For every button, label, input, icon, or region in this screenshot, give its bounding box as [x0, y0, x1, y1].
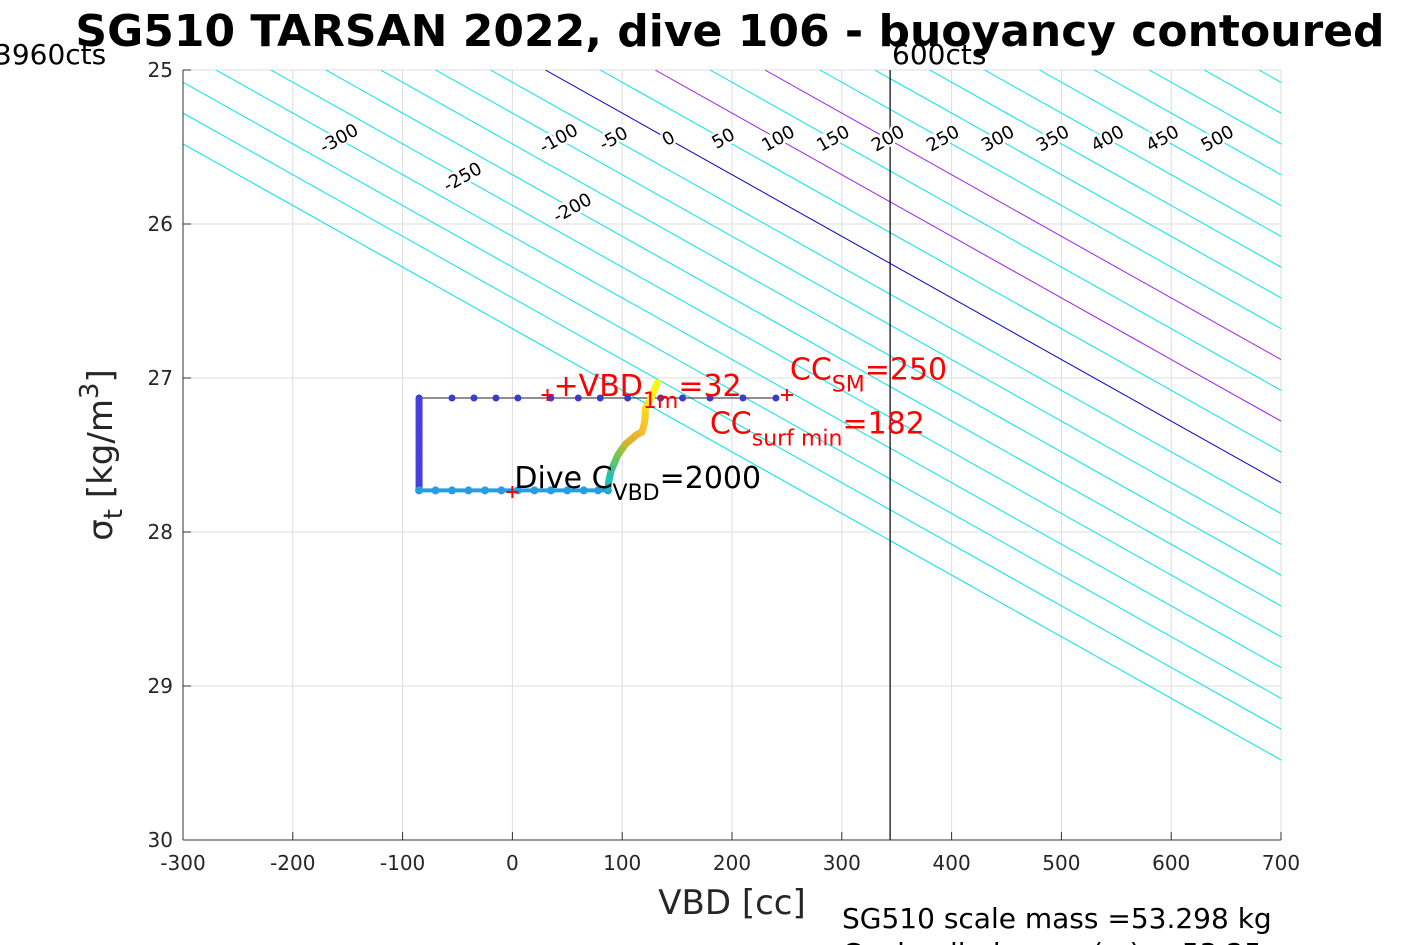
ascent-point: [448, 394, 456, 402]
y-tick-label: 28: [148, 520, 173, 544]
bottom-point: [415, 486, 424, 495]
x-tick-label: 400: [933, 851, 971, 875]
contour-line: [215, 70, 1281, 669]
annotation: +VBD1m=32: [554, 369, 742, 414]
contour-line: [435, 70, 1281, 545]
descent-point: [415, 454, 423, 462]
x-tick-label: -100: [380, 851, 425, 875]
annotation: CCsurf min=182: [710, 407, 925, 452]
contour-line: [764, 70, 1281, 361]
marker-plus: [541, 388, 554, 401]
marker-plus: [506, 485, 519, 498]
contour-line: [1039, 70, 1281, 207]
edge-label-right: 600cts: [892, 38, 986, 71]
y-tick-label: 25: [148, 58, 173, 82]
bottom-point: [530, 486, 539, 495]
descent-point: [415, 479, 423, 487]
ascent-point: [547, 394, 555, 402]
bottom-point: [448, 486, 457, 495]
bottom-point: [464, 486, 473, 495]
descent-point: [415, 417, 423, 425]
ascent-point: [679, 394, 687, 402]
descent-point: [415, 429, 423, 437]
contour-line: [984, 70, 1281, 237]
ascent-point: [492, 394, 500, 402]
ascent-point: [657, 394, 665, 402]
contour-line: [654, 70, 1281, 422]
ascent-point: [574, 394, 582, 402]
bottom-point: [480, 486, 489, 495]
x-tick-label: -300: [160, 851, 205, 875]
x-tick-label: 600: [1152, 851, 1190, 875]
annotation: Dive CVBD=2000: [514, 461, 761, 506]
contour-line: [380, 70, 1281, 576]
bottom-point: [594, 486, 603, 495]
footer-line-2: C... implied mass (...) = 53.25...: [842, 937, 1289, 945]
y-tick-label: 27: [148, 366, 173, 390]
x-axis-label: VBD [cc]: [658, 883, 806, 923]
descent-point: [415, 396, 423, 404]
x-tick-label: -200: [270, 851, 315, 875]
contour-line: [325, 70, 1281, 607]
contour-line: [929, 70, 1281, 268]
descent-point: [415, 466, 423, 474]
ascent-point: [470, 394, 478, 402]
marker-plus: [780, 388, 793, 401]
contour-line: [183, 81, 1281, 699]
footer-line-1: SG510 scale mass =53.298 kg: [842, 902, 1272, 935]
contour-line: [545, 70, 1281, 484]
contour-line: [709, 70, 1281, 391]
bottom-point: [431, 486, 440, 495]
annotation: CCSM=250: [790, 352, 947, 397]
contour-line: [819, 70, 1281, 330]
descent-point: [415, 405, 423, 413]
x-tick-label: 300: [823, 851, 861, 875]
climb-segment: [650, 379, 661, 394]
contour-line: [1314, 70, 1417, 840]
ascent-point: [739, 394, 747, 402]
y-tick-label: 30: [148, 828, 173, 852]
contour-line: [270, 70, 1281, 638]
bottom-point: [497, 486, 506, 495]
x-tick-label: 700: [1262, 851, 1300, 875]
bottom-point: [579, 486, 588, 495]
contour-line: [490, 70, 1281, 515]
chart-title: SG510 TARSAN 2022, dive 106 - buoyancy c…: [75, 6, 1384, 57]
contour-line: [599, 70, 1281, 453]
x-tick-label: 0: [506, 851, 519, 875]
contour-line: [1258, 70, 1281, 83]
y-tick-label: 26: [148, 212, 173, 236]
bottom-point: [563, 486, 572, 495]
y-tick-label: 29: [148, 674, 173, 698]
ascent-point: [772, 394, 780, 402]
x-tick-label: 100: [603, 851, 641, 875]
x-tick-label: 200: [713, 851, 751, 875]
contour-line: [183, 143, 1281, 761]
contour-line: [183, 112, 1281, 730]
ascent-point: [596, 394, 604, 402]
contour-line: [874, 70, 1281, 299]
ascent-point: [624, 394, 632, 402]
bottom-point: [546, 486, 555, 495]
descent-point: [415, 442, 423, 450]
x-tick-label: 500: [1042, 851, 1080, 875]
y-axis-label: σt [kg/m3]: [75, 369, 129, 541]
ascent-point: [706, 394, 714, 402]
edge-label-left: 3960cts: [0, 38, 106, 71]
ascent-point: [514, 394, 522, 402]
